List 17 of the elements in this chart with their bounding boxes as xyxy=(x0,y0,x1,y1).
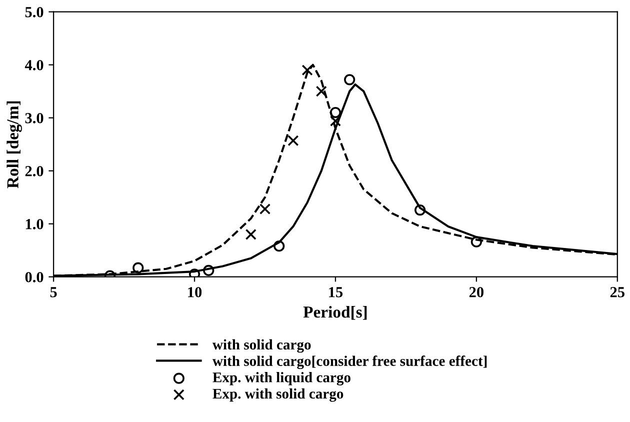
x-tick-label: 20 xyxy=(469,286,484,298)
x-tick-label: 15 xyxy=(329,287,343,298)
y-axis-title: Roll [deg/m] xyxy=(6,101,22,188)
y-tick-label: 0.0 xyxy=(25,272,44,282)
legend-label: Exp. with liquid cargo xyxy=(212,372,350,386)
y-tick-label: 2.0 xyxy=(25,166,44,176)
y-tick-label: 4.0 xyxy=(24,60,44,70)
legend-label: with solid cargo[consider free surface effect] xyxy=(212,356,487,370)
x-tick-label: 25 xyxy=(610,287,624,298)
y-tick-label: 3.0 xyxy=(25,112,44,124)
x-axis-title: Period[s] xyxy=(303,306,367,320)
x-tick-label: 10 xyxy=(188,286,202,298)
legend-label: with solid cargo xyxy=(212,339,311,353)
x-tick-label: 5 xyxy=(50,287,57,298)
y-tick-label: 5.0 xyxy=(25,6,44,18)
y-tick-label: 1.0 xyxy=(26,218,44,230)
legend-label: Exp. with solid cargo xyxy=(212,388,344,402)
